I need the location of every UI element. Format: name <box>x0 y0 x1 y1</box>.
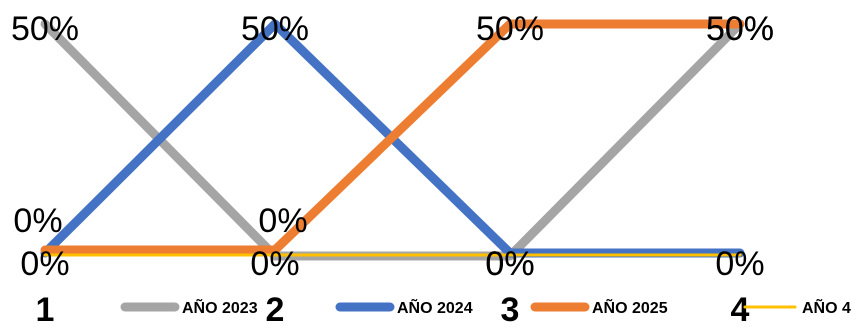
category-label-4: 4 <box>731 291 750 329</box>
category-label-3: 3 <box>501 291 520 329</box>
data-label-series-3-point-2: 0% <box>250 245 299 283</box>
data-label-series-1-point-1: 50% <box>11 10 79 48</box>
category-label-2: 2 <box>266 291 285 329</box>
data-label-series-1-point-2: 0% <box>258 202 307 240</box>
series-layer <box>40 19 745 261</box>
data-label-layer: 50%0%0%50%0%50%0% 0%0% 0%50% 50% <box>11 10 774 283</box>
data-label-series-2-point-4: 0% <box>715 245 764 283</box>
series-line-3 <box>40 19 745 255</box>
data-label-series-2-point-3: 0% <box>485 245 534 283</box>
data-label-series-3-point-1: 0% <box>20 245 69 283</box>
data-label-series-1-point-3: 0% <box>485 245 534 283</box>
data-label-series-3-point-4: 50% <box>706 10 774 48</box>
legend-label-3: AÑO 2025 <box>592 297 668 317</box>
legend-label-4: AÑO 4 <box>802 297 851 317</box>
data-label-series-1-point-4: 50% <box>706 10 774 48</box>
category-label-1: 1 <box>36 291 55 329</box>
legend-label-1: AÑO 2023 <box>182 297 258 317</box>
legend-label-2: AÑO 2024 <box>397 297 473 317</box>
legend: AÑO 2023 AÑO 2024 AÑO 2025 AÑO 4 <box>120 297 851 317</box>
data-label-series-2-point-2: 50% <box>241 10 309 48</box>
data-label-series-3-point-3: 50% <box>476 10 544 48</box>
data-label-series-2-point-1: 0% <box>13 202 62 240</box>
category-axis: 1 2 3 4 <box>36 291 750 329</box>
